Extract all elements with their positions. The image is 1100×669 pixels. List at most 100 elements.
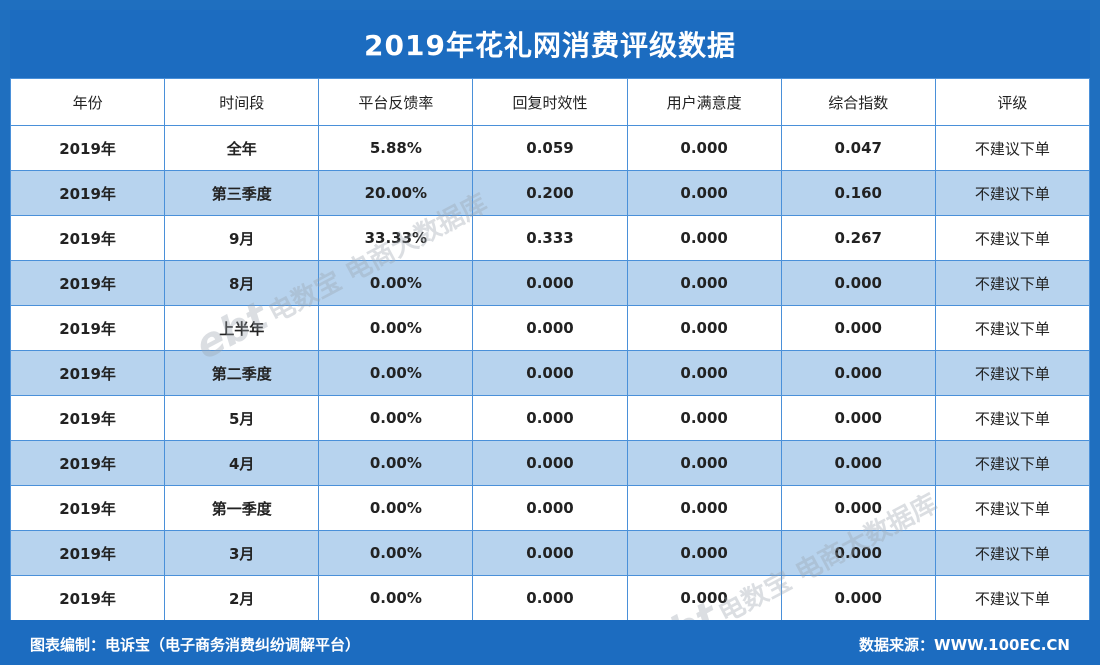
- cell-feedback-rate: 0.00%: [318, 530, 474, 576]
- table-body: 2019年 全年 5.88% 0.059 0.000 0.047 不建议下单 2019年 第三季…: [9, 125, 1091, 621]
- cell-feedback-rate: 0.00%: [318, 485, 474, 531]
- cell-composite-index: 0.160: [780, 170, 936, 216]
- cell-period: 第一季度: [164, 485, 320, 531]
- cell-reply-timeliness: 0.000: [472, 395, 628, 441]
- cell-period: 全年: [164, 125, 320, 171]
- cell-year: 2019年: [9, 530, 166, 576]
- cell-rating: 不建议下单: [934, 440, 1091, 486]
- page-title: 2019年花礼网消费评级数据: [10, 10, 1090, 78]
- table-header-row: 年份 时间段 平台反馈率 回复时效性 用户满意度 综合指数 评级: [9, 78, 1091, 126]
- cell-user-satisfaction: 0.000: [626, 485, 782, 531]
- cell-feedback-rate: 0.00%: [318, 440, 474, 486]
- column-header-reply-timeliness: 回复时效性: [472, 78, 628, 126]
- table-row: 2019年 3月 0.00% 0.000 0.000 0.000 不建议下单: [9, 530, 1091, 576]
- cell-rating: 不建议下单: [934, 350, 1091, 396]
- cell-user-satisfaction: 0.000: [626, 215, 782, 261]
- cell-user-satisfaction: 0.000: [626, 260, 782, 306]
- cell-rating: 不建议下单: [934, 215, 1091, 261]
- cell-user-satisfaction: 0.000: [626, 440, 782, 486]
- cell-year: 2019年: [9, 125, 166, 171]
- cell-year: 2019年: [9, 395, 166, 441]
- cell-reply-timeliness: 0.000: [472, 305, 628, 351]
- cell-composite-index: 0.000: [780, 395, 936, 441]
- cell-rating: 不建议下单: [934, 395, 1091, 441]
- table-row: 2019年 第二季度 0.00% 0.000 0.000 0.000 不建议下单: [9, 350, 1091, 396]
- cell-rating: 不建议下单: [934, 530, 1091, 576]
- cell-rating: 不建议下单: [934, 305, 1091, 351]
- cell-reply-timeliness: 0.000: [472, 440, 628, 486]
- cell-period: 上半年: [164, 305, 320, 351]
- cell-user-satisfaction: 0.000: [626, 125, 782, 171]
- cell-composite-index: 0.000: [780, 305, 936, 351]
- footer: 图表编制：电诉宝（电子商务消费纠纷调解平台） 数据来源：WWW.100EC.CN: [0, 620, 1100, 665]
- cell-period: 第二季度: [164, 350, 320, 396]
- table-row: 2019年 第三季度 20.00% 0.200 0.000 0.160 不建议下单: [9, 170, 1091, 216]
- cell-year: 2019年: [9, 260, 166, 306]
- cell-reply-timeliness: 0.000: [472, 485, 628, 531]
- column-header-rating: 评级: [934, 78, 1091, 126]
- cell-period: 8月: [164, 260, 320, 306]
- table-row: 2019年 2月 0.00% 0.000 0.000 0.000 不建议下单: [9, 575, 1091, 621]
- cell-composite-index: 0.000: [780, 530, 936, 576]
- cell-rating: 不建议下单: [934, 260, 1091, 306]
- table-row: 2019年 上半年 0.00% 0.000 0.000 0.000 不建议下单: [9, 305, 1091, 351]
- footer-source: 数据来源：WWW.100EC.CN: [859, 636, 1070, 654]
- cell-year: 2019年: [9, 305, 166, 351]
- cell-feedback-rate: 0.00%: [318, 305, 474, 351]
- cell-user-satisfaction: 0.000: [626, 170, 782, 216]
- cell-reply-timeliness: 0.000: [472, 575, 628, 621]
- cell-rating: 不建议下单: [934, 125, 1091, 171]
- cell-period: 9月: [164, 215, 320, 261]
- cell-user-satisfaction: 0.000: [626, 305, 782, 351]
- cell-year: 2019年: [9, 350, 166, 396]
- cell-reply-timeliness: 0.000: [472, 260, 628, 306]
- cell-period: 第三季度: [164, 170, 320, 216]
- cell-year: 2019年: [9, 215, 166, 261]
- cell-feedback-rate: 33.33%: [318, 215, 474, 261]
- cell-feedback-rate: 0.00%: [318, 350, 474, 396]
- cell-composite-index: 0.047: [780, 125, 936, 171]
- cell-composite-index: 0.000: [780, 575, 936, 621]
- cell-feedback-rate: 0.00%: [318, 260, 474, 306]
- table-row: 2019年 5月 0.00% 0.000 0.000 0.000 不建议下单: [9, 395, 1091, 441]
- cell-composite-index: 0.000: [780, 260, 936, 306]
- cell-composite-index: 0.000: [780, 440, 936, 486]
- cell-reply-timeliness: 0.059: [472, 125, 628, 171]
- cell-year: 2019年: [9, 170, 166, 216]
- cell-rating: 不建议下单: [934, 575, 1091, 621]
- table-row: 2019年 全年 5.88% 0.059 0.000 0.047 不建议下单: [9, 125, 1091, 171]
- cell-feedback-rate: 20.00%: [318, 170, 474, 216]
- cell-feedback-rate: 5.88%: [318, 125, 474, 171]
- cell-period: 4月: [164, 440, 320, 486]
- column-header-composite-index: 综合指数: [780, 78, 936, 126]
- column-header-user-satisfaction: 用户满意度: [626, 78, 782, 126]
- cell-composite-index: 0.000: [780, 350, 936, 396]
- cell-year: 2019年: [9, 485, 166, 531]
- cell-feedback-rate: 0.00%: [318, 575, 474, 621]
- footer-credit: 图表编制：电诉宝（电子商务消费纠纷调解平台）: [30, 636, 361, 654]
- table-row: 2019年 第一季度 0.00% 0.000 0.000 0.000 不建议下单: [9, 485, 1091, 531]
- cell-year: 2019年: [9, 440, 166, 486]
- cell-composite-index: 0.267: [780, 215, 936, 261]
- table-row: 2019年 8月 0.00% 0.000 0.000 0.000 不建议下单: [9, 260, 1091, 306]
- cell-period: 3月: [164, 530, 320, 576]
- table-row: 2019年 4月 0.00% 0.000 0.000 0.000 不建议下单: [9, 440, 1091, 486]
- cell-user-satisfaction: 0.000: [626, 395, 782, 441]
- table-row: 2019年 9月 33.33% 0.333 0.000 0.267 不建议下单: [9, 215, 1091, 261]
- cell-user-satisfaction: 0.000: [626, 575, 782, 621]
- cell-reply-timeliness: 0.000: [472, 350, 628, 396]
- column-header-period: 时间段: [164, 78, 320, 126]
- cell-user-satisfaction: 0.000: [626, 350, 782, 396]
- cell-composite-index: 0.000: [780, 485, 936, 531]
- cell-rating: 不建议下单: [934, 485, 1091, 531]
- cell-reply-timeliness: 0.200: [472, 170, 628, 216]
- rating-table: 年份 时间段 平台反馈率 回复时效性 用户满意度 综合指数 评级 2019年 全年…: [9, 78, 1091, 621]
- cell-reply-timeliness: 0.000: [472, 530, 628, 576]
- rating-table-container: 年份 时间段 平台反馈率 回复时效性 用户满意度 综合指数 评级 2019年 全年…: [9, 78, 1091, 621]
- cell-feedback-rate: 0.00%: [318, 395, 474, 441]
- cell-reply-timeliness: 0.333: [472, 215, 628, 261]
- cell-year: 2019年: [9, 575, 166, 621]
- column-header-feedback-rate: 平台反馈率: [318, 78, 474, 126]
- column-header-year: 年份: [9, 78, 166, 126]
- cell-period: 2月: [164, 575, 320, 621]
